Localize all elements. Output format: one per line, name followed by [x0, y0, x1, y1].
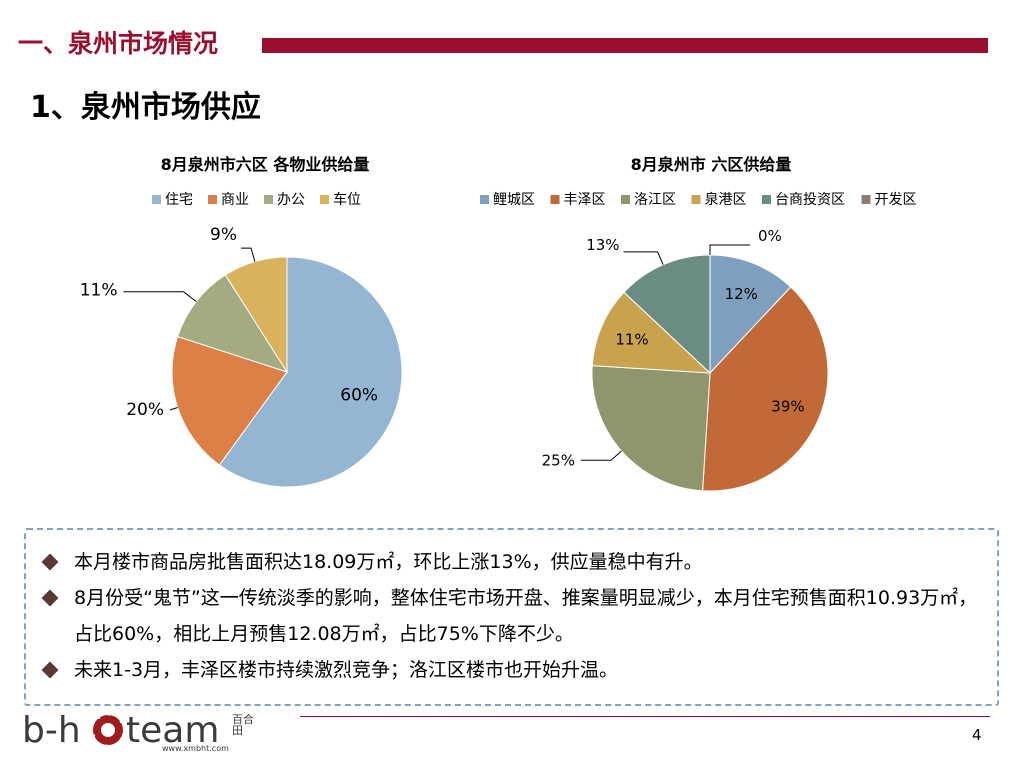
logo-graphic: b-h team: [22, 710, 219, 751]
legend-swatch: [691, 195, 701, 204]
summary-item: 未来1-3月，丰泽区楼市持续激烈竞争；洛江区楼市也开始升温。: [40, 652, 979, 688]
pie-slice: [591, 365, 711, 492]
diamond-bullet-icon: [41, 661, 59, 679]
pie-slice: [591, 291, 712, 374]
chart-title: 8月泉州市六区 各物业供给量: [161, 155, 370, 174]
legend-swatch: [208, 195, 217, 204]
svg-text:b-h: b-h: [22, 710, 81, 751]
leader-line: [123, 291, 197, 302]
pie-slice: [709, 254, 792, 375]
company-logo: b-hoteam b-h team 百合田 www.xmbht.com: [22, 708, 262, 754]
leader-line: [241, 247, 256, 262]
data-label: 20%: [126, 400, 164, 420]
leader-line: [169, 407, 178, 411]
leader-line: [623, 251, 664, 265]
summary-list: 本月楼市商品房批售面积达18.09万㎡，环比上涨13%，供应量稳中有升。 8月份…: [26, 530, 997, 688]
section-title: 一、泉州市场情况: [18, 24, 233, 60]
data-label: 11%: [615, 330, 648, 348]
summary-item: 8月份受“鬼节”这一传统淡季的影响，整体住宅市场开盘、推案量明显减少，本月住宅预…: [40, 580, 979, 652]
leader-line: [709, 244, 750, 255]
title-bar: [262, 38, 988, 53]
data-label: 11%: [80, 281, 118, 301]
summary-item: 本月楼市商品房批售面积达18.09万㎡，环比上涨13%，供应量稳中有升。: [40, 544, 979, 580]
data-label: 25%: [542, 451, 575, 469]
data-label: 9%: [210, 225, 237, 245]
svg-text:team: team: [126, 710, 219, 751]
pie-slice: [218, 256, 403, 488]
pie-slice: [623, 254, 711, 375]
legend-swatch: [320, 195, 329, 204]
slide-heading: 1、泉州市场供应: [30, 90, 261, 125]
page-number: 4: [972, 726, 982, 744]
logo-url: www.xmbht.com: [162, 744, 229, 753]
summary-text: 未来1-3月，丰泽区楼市持续激烈竞争；洛江区楼市也开始升温。: [74, 659, 619, 681]
legend-label: 办公: [277, 192, 305, 208]
legend-label: 泉港区: [705, 191, 747, 208]
data-label: 0%: [758, 227, 782, 245]
data-label: 60%: [340, 385, 378, 405]
diamond-bullet-icon: [41, 553, 59, 571]
legend-swatch: [480, 195, 489, 204]
flower-icon: [87, 713, 123, 749]
legend-label: 台商投资区: [775, 192, 845, 208]
legend-swatch: [861, 195, 871, 204]
chart-title: 8月泉州市 六区供给量: [631, 155, 792, 174]
legend-label: 住宅: [165, 192, 193, 208]
legend-swatch: [762, 195, 771, 204]
legend-label: 车位: [333, 191, 361, 208]
data-label: 39%: [771, 398, 804, 416]
data-label: 12%: [725, 285, 758, 303]
summary-box: 本月楼市商品房批售面积达18.09万㎡，环比上涨13%，供应量稳中有升。 8月份…: [24, 528, 999, 706]
leader-line: [580, 450, 622, 461]
legend-label: 洛江区: [634, 192, 676, 208]
logo-side-text: 百合田: [232, 713, 254, 737]
legend-label: 商业: [221, 192, 249, 208]
legend-swatch: [550, 195, 560, 204]
summary-text: 本月楼市商品房批售面积达18.09万㎡，环比上涨13%，供应量稳中有升。: [74, 551, 703, 573]
diamond-bullet-icon: [41, 589, 59, 607]
footer-divider: [300, 716, 990, 717]
logo-wordmark: b-hoteam: [22, 708, 188, 749]
legend-swatch: [264, 195, 273, 204]
legend-label: 丰泽区: [564, 192, 606, 208]
legend-label: 鲤城区: [493, 192, 535, 208]
legend-swatch: [152, 195, 161, 204]
legend-label: 开发区: [875, 192, 917, 208]
pie-slice: [176, 274, 289, 373]
pie-slice: [171, 335, 288, 466]
legend-swatch: [621, 195, 630, 204]
data-label: 13%: [586, 236, 619, 254]
pie-slice: [702, 286, 829, 492]
summary-text: 8月份受“鬼节”这一传统淡季的影响，整体住宅市场开盘、推案量明显减少，本月住宅预…: [74, 587, 978, 645]
